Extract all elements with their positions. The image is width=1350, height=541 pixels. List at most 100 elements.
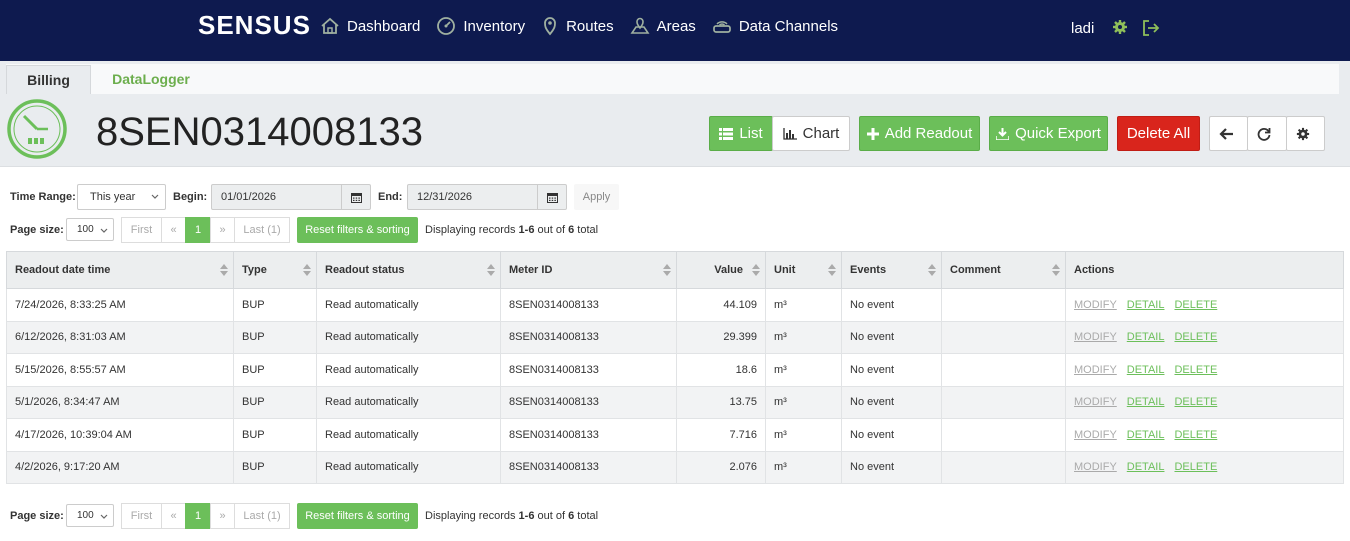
col-value[interactable]: Value (676, 251, 766, 289)
tab-datalogger[interactable]: DataLogger (112, 71, 190, 87)
cell-status: Read automatically (316, 385, 501, 419)
cell-events: No event (841, 385, 942, 419)
begin-date-input[interactable]: 01/01/2026 (211, 184, 342, 210)
prev-page-button[interactable]: « (161, 503, 186, 529)
next-page-button[interactable]: » (210, 503, 235, 529)
col-label: Readout date time (15, 264, 111, 276)
table-row: 6/12/2026, 8:31:03 AM BUP Read automatical… (6, 320, 1344, 354)
nav-routes[interactable]: Routes (541, 16, 614, 36)
delete-link[interactable]: DELETE (1174, 331, 1218, 344)
logout-icon[interactable] (1141, 18, 1161, 38)
col-actions: Actions (1065, 251, 1344, 289)
modify-link[interactable]: MODIFY (1074, 396, 1117, 409)
modify-link[interactable]: MODIFY (1074, 331, 1117, 344)
cell-status: Read automatically (316, 320, 501, 354)
col-meter-id[interactable]: Meter ID (500, 251, 677, 289)
delete-link[interactable]: DELETE (1174, 428, 1218, 441)
sort-icon (303, 264, 311, 276)
col-readout-date[interactable]: Readout date time (6, 251, 234, 289)
cell-actions: MODIFY DETAIL DELETE (1065, 353, 1344, 387)
refresh-button[interactable] (1247, 116, 1287, 151)
end-calendar-button[interactable] (537, 184, 567, 210)
delete-all-button[interactable]: Delete All (1117, 116, 1200, 151)
page-size-value: 100 (77, 224, 94, 235)
modify-link[interactable]: MODIFY (1074, 363, 1117, 376)
col-label: Type (242, 264, 267, 276)
end-date-input[interactable]: 12/31/2026 (407, 184, 538, 210)
col-label: Readout status (325, 264, 405, 276)
delete-link[interactable]: DELETE (1174, 363, 1218, 376)
sort-icon (752, 264, 760, 276)
col-events[interactable]: Events (841, 251, 942, 289)
modify-link[interactable]: MODIFY (1074, 298, 1117, 311)
last-page-button[interactable]: Last (1) (234, 503, 290, 529)
records-total: 6 (568, 510, 575, 522)
nav-data-channels[interactable]: Data Channels (712, 16, 838, 36)
col-readout-status[interactable]: Readout status (316, 251, 501, 289)
cell-type: BUP (233, 385, 317, 419)
records-prefix: Displaying records (425, 510, 519, 522)
cell-type: BUP (233, 418, 317, 452)
current-page-button[interactable]: 1 (185, 503, 211, 529)
tab-bar-strip (6, 64, 1339, 94)
delete-link[interactable]: DELETE (1174, 461, 1218, 474)
col-label: Events (850, 264, 887, 276)
cell-meter-id: 8SEN0314008133 (500, 288, 677, 322)
prev-page-button[interactable]: « (161, 217, 186, 243)
list-button[interactable]: List (709, 116, 773, 151)
apply-button[interactable]: Apply (574, 184, 619, 210)
records-range: 1-6 (518, 510, 535, 522)
delete-link[interactable]: DELETE (1174, 298, 1218, 311)
next-page-button[interactable]: » (210, 217, 235, 243)
first-page-button[interactable]: First (121, 217, 162, 243)
user-name[interactable]: ladi (1071, 20, 1095, 37)
cell-actions: MODIFY DETAIL DELETE (1065, 320, 1344, 354)
gear-icon[interactable] (1112, 19, 1128, 35)
tab-billing[interactable]: Billing (6, 65, 91, 95)
detail-link[interactable]: DETAIL (1126, 298, 1165, 311)
current-page-button[interactable]: 1 (185, 217, 211, 243)
router-icon (712, 21, 731, 33)
cell-comment (941, 385, 1066, 419)
nav-inventory[interactable]: Inventory (436, 16, 525, 36)
sort-icon (220, 264, 228, 276)
col-label: Value (714, 264, 743, 276)
nav-dashboard[interactable]: Dashboard (320, 16, 420, 36)
delete-link[interactable]: DELETE (1174, 396, 1218, 409)
reset-filters-button[interactable]: Reset filters & sorting (297, 503, 418, 529)
plus-icon (866, 127, 879, 140)
add-readout-button[interactable]: Add Readout (859, 116, 980, 151)
first-page-button[interactable]: First (121, 503, 162, 529)
detail-link[interactable]: DETAIL (1126, 331, 1165, 344)
modify-link[interactable]: MODIFY (1074, 461, 1117, 474)
modify-link[interactable]: MODIFY (1074, 428, 1117, 441)
detail-link[interactable]: DETAIL (1126, 428, 1165, 441)
page-size-select[interactable]: 100 (66, 218, 114, 241)
col-label: Comment (950, 264, 1001, 276)
back-button[interactable] (1209, 116, 1248, 151)
sensus-logo[interactable]: SENSUS (198, 10, 311, 40)
cell-datetime: 4/17/2026, 10:39:04 AM (6, 418, 234, 452)
detail-link[interactable]: DETAIL (1126, 461, 1165, 474)
main-nav: Dashboard Inventory Routes Areas Data Ch… (320, 16, 854, 36)
detail-link[interactable]: DETAIL (1126, 396, 1165, 409)
sort-icon (928, 264, 936, 276)
cell-status: Read automatically (316, 353, 501, 387)
records-range: 1-6 (518, 224, 535, 236)
col-type[interactable]: Type (233, 251, 317, 289)
reset-filters-button[interactable]: Reset filters & sorting (297, 217, 418, 243)
cell-meter-id: 8SEN0314008133 (500, 320, 677, 354)
col-comment[interactable]: Comment (941, 251, 1066, 289)
col-unit[interactable]: Unit (765, 251, 842, 289)
nav-areas[interactable]: Areas (630, 16, 696, 36)
chart-button[interactable]: Chart (772, 116, 850, 151)
time-range-select[interactable]: This year (77, 184, 166, 210)
page-size-select[interactable]: 100 (66, 504, 114, 527)
table-row: 4/2/2026, 9:17:20 AM BUP Read automaticall… (6, 450, 1344, 484)
last-page-button[interactable]: Last (1) (234, 217, 290, 243)
begin-calendar-button[interactable] (341, 184, 371, 210)
quick-export-button[interactable]: Quick Export (989, 116, 1108, 151)
detail-link[interactable]: DETAIL (1126, 363, 1165, 376)
pager-top: Page size: 100 First « 1 » Last (1) Rese… (0, 217, 700, 243)
settings-button[interactable] (1286, 116, 1325, 151)
